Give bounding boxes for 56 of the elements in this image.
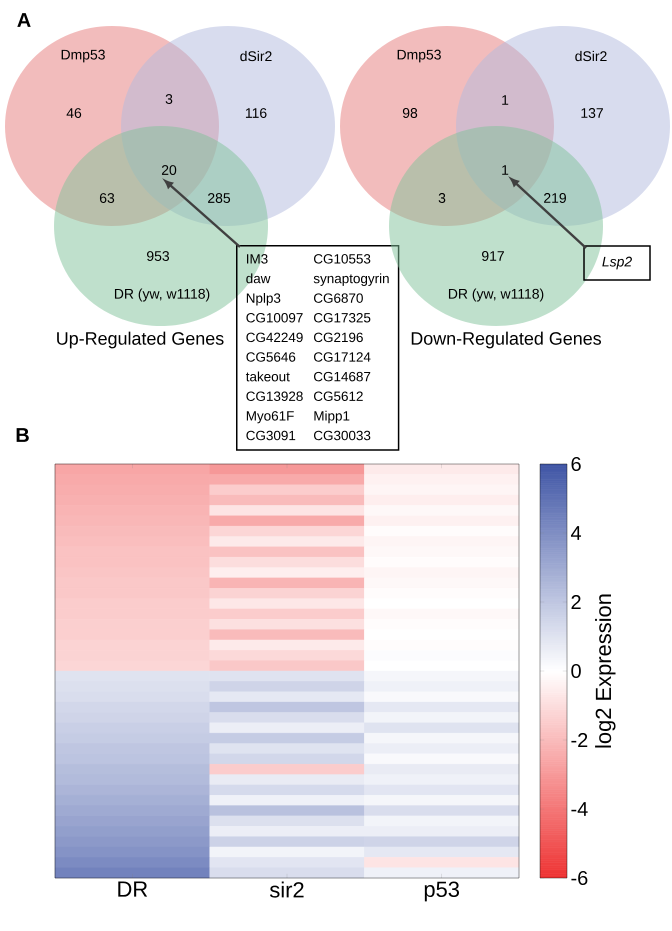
color-bar-label: 4 xyxy=(570,526,582,540)
text: daw xyxy=(246,273,270,284)
text: 63 xyxy=(100,193,114,203)
text: A xyxy=(17,13,31,27)
text: CG10553 xyxy=(314,254,370,264)
text: 917 xyxy=(482,251,504,261)
text: 3 xyxy=(438,193,446,203)
text: CG10097 xyxy=(246,312,303,323)
text: takeout xyxy=(246,372,290,382)
text: DR (yw, w1118) xyxy=(448,288,544,302)
text: CG17325 xyxy=(314,312,370,323)
text: 137 xyxy=(581,108,603,118)
color-bar-label: -2 xyxy=(571,733,588,747)
text: CG14687 xyxy=(314,372,370,382)
text: synaptogyrin xyxy=(314,273,389,286)
color-bar-label: 6 xyxy=(572,456,581,472)
text: Down-Regulated Genes xyxy=(412,332,602,348)
color-bar-label: -6 xyxy=(571,870,588,886)
color-bar-label: 0 xyxy=(571,664,581,678)
text: dSir2 xyxy=(240,50,272,62)
text: 1 xyxy=(502,165,508,175)
text: CG5612 xyxy=(314,391,363,402)
text: Dmp53 xyxy=(62,50,105,62)
x-tick-label: p53 xyxy=(424,882,459,902)
text: CG3091 xyxy=(246,430,296,440)
text: 20 xyxy=(162,165,176,175)
text: IM3 xyxy=(246,254,268,264)
text: CG2196 xyxy=(314,332,363,342)
text: 46 xyxy=(66,108,82,118)
text: CG17124 xyxy=(314,352,371,362)
x-tick-label: DR xyxy=(118,882,148,897)
text: CG6870 xyxy=(314,293,363,303)
text: 219 xyxy=(544,193,566,203)
x-tick-label: sir2 xyxy=(270,882,304,898)
text: DR (yw, w1118) xyxy=(114,288,210,302)
text: 285 xyxy=(208,193,230,203)
text: Up-Regulated Genes xyxy=(57,332,224,348)
text: Nplp3 xyxy=(246,293,280,306)
text: 1 xyxy=(502,95,508,105)
text: 3 xyxy=(166,94,172,104)
text: Dmp53 xyxy=(398,50,441,62)
text: CG13928 xyxy=(246,391,303,402)
text: Myo61F xyxy=(246,411,294,424)
text: CG5646 xyxy=(246,352,296,362)
text: dSir2 xyxy=(575,50,607,62)
text: CG42249 xyxy=(246,332,303,342)
text: 98 xyxy=(402,108,418,118)
text: 953 xyxy=(147,251,170,261)
color-bar-label: -4 xyxy=(571,802,588,816)
text: Lsp2 xyxy=(602,256,632,270)
text: 116 xyxy=(246,108,267,118)
color-bar-label: 2 xyxy=(572,595,581,609)
text: CG30033 xyxy=(314,430,370,440)
text: Mipp1 xyxy=(314,410,350,424)
text: B xyxy=(16,428,29,442)
color-bar-title: log2 Expression xyxy=(595,594,616,748)
